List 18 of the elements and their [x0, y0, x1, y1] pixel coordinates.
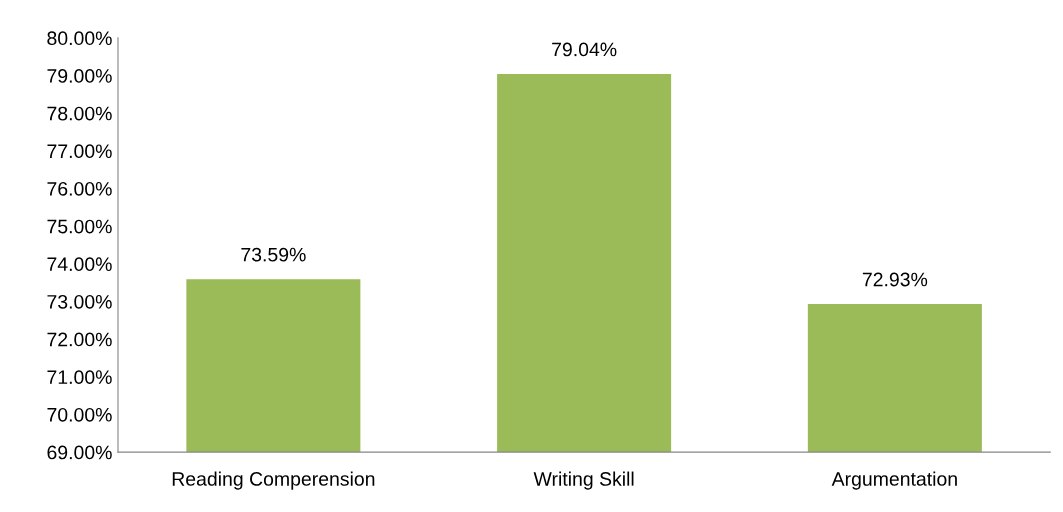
data-label: 73.59% — [241, 247, 306, 262]
data-label: 79.04% — [552, 42, 617, 57]
y-tick-label: 69.00% — [47, 445, 112, 460]
y-tick-label: 80.00% — [47, 31, 112, 46]
y-tick-label: 74.00% — [47, 257, 112, 272]
x-tick-label: Reading Comperension — [172, 471, 375, 490]
y-tick-label: 78.00% — [47, 106, 112, 121]
x-tick-label: Argumentation — [831, 471, 957, 490]
y-tick-label: 70.00% — [47, 407, 112, 422]
y-tick-label: 71.00% — [47, 370, 112, 385]
y-tick-label: 76.00% — [47, 181, 112, 196]
y-tick-label: 75.00% — [47, 219, 112, 234]
y-tick-label: 72.00% — [47, 332, 112, 347]
y-tick-label: 77.00% — [47, 144, 112, 159]
data-label: 72.93% — [862, 272, 928, 287]
x-tick-label: Writing Skill — [533, 471, 634, 490]
y-tick-label: 73.00% — [47, 294, 112, 309]
y-tick-label: 79.00% — [47, 69, 112, 83]
